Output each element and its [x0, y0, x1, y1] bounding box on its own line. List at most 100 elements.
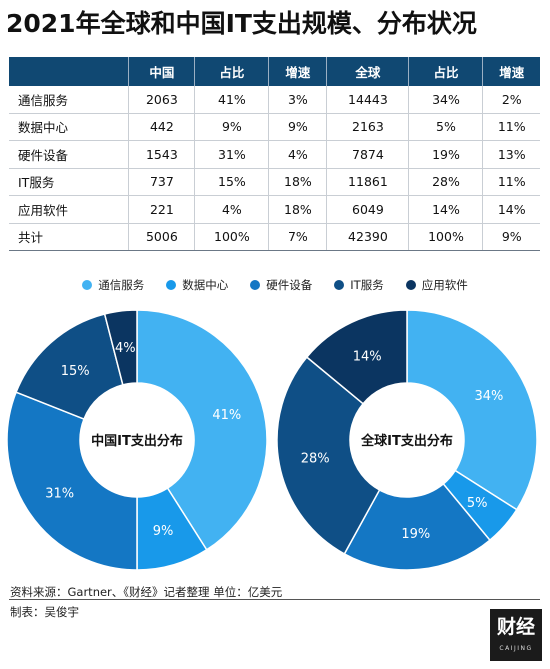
legend-item: 硬件设备 [250, 277, 312, 293]
table-cell: 5006 [128, 223, 195, 251]
table-cell: 11861 [326, 168, 409, 196]
table-cell: 通信服务 [9, 86, 129, 114]
table-cell: 41% [194, 86, 269, 114]
donut-charts: 41% 9% 31% 15% 4% 中国IT支出分布 34% 5% 19% 28% 14% 全球IT… [6, 309, 538, 571]
table-cell: 2163 [326, 113, 409, 141]
table-cell: 100% [194, 223, 269, 251]
legend-swatch [250, 280, 261, 290]
table-cell: 共计 [9, 223, 129, 251]
table-cell: 3% [268, 86, 327, 114]
table-cell: 9% [194, 113, 269, 141]
legend-swatch [166, 280, 177, 290]
slice-label: 34% [474, 389, 503, 404]
legend-swatch [334, 280, 345, 290]
slice-label: 9% [153, 524, 174, 539]
table-cell: 6049 [326, 195, 409, 224]
caijing-logo: 财经 CAIJING [490, 609, 542, 661]
table-cell: 13% [482, 140, 540, 169]
slice-label: 14% [353, 349, 382, 364]
table-row: 数据中心 442 9% 9% 2163 5% 11% [9, 113, 540, 141]
slice-label: 4% [115, 341, 136, 356]
china-donut-chart: 41% 9% 31% 15% 4% 中国IT支出分布 [6, 309, 268, 571]
legend-item: 数据中心 [166, 277, 228, 293]
legend-label: 通信服务 [98, 278, 145, 292]
global-donut-chart: 34% 5% 19% 28% 14% 全球IT支出分布 [276, 309, 538, 571]
table-cell: 14% [482, 195, 540, 224]
table-cell: 18% [268, 195, 327, 224]
donut-slice [6, 391, 138, 571]
slice-label: 15% [61, 364, 90, 379]
table-cell: 31% [194, 140, 269, 169]
table-header-cell: 占比 [408, 57, 483, 86]
table-cell: 100% [408, 223, 483, 251]
table-cell: IT服务 [9, 168, 129, 196]
table-header-cell: 全球 [326, 57, 409, 86]
slice-label: 5% [467, 496, 488, 511]
logo-wordmark: 财经 [496, 616, 535, 638]
donut-center-title: 中国IT支出分布 [91, 433, 183, 449]
table-cell: 11% [482, 168, 540, 196]
table-cell: 221 [128, 195, 195, 224]
legend-item: 应用软件 [405, 277, 468, 293]
table-cell: 5% [408, 113, 483, 141]
donut-slice [406, 309, 538, 511]
table-cell: 11% [482, 113, 540, 141]
legend-label: 应用软件 [421, 278, 468, 292]
table-header-cell: 增速 [482, 57, 540, 86]
table-cell: 9% [268, 113, 327, 141]
legend-item: 通信服务 [82, 277, 144, 293]
slice-label: 28% [301, 452, 330, 467]
table-cell: 2% [482, 86, 540, 114]
table-cell: 9% [482, 223, 540, 251]
donut-slice [103, 309, 138, 386]
table-cell: 42390 [326, 223, 409, 251]
table-cell: 15% [194, 168, 269, 196]
source-note: 资料来源：Gartner、《财经》记者整理 单位：亿美元 [10, 585, 283, 599]
table-header-cell: 占比 [194, 57, 269, 86]
it-spending-table: 中国 占比 增速 全球 占比 增速 通信服务 2063 41% 3% 14443… [9, 57, 540, 251]
slice-label: 41% [212, 408, 241, 423]
table-cell: 硬件设备 [9, 140, 129, 169]
table-header-cell: 增速 [268, 57, 327, 86]
legend-item: IT服务 [334, 277, 384, 293]
donut-slice [276, 356, 381, 555]
table-row: 通信服务 2063 41% 3% 14443 34% 2% [9, 86, 540, 114]
footer-divider [9, 599, 540, 600]
table-cell: 19% [408, 140, 483, 169]
legend-label: 硬件设备 [266, 278, 313, 292]
legend-swatch [405, 280, 416, 290]
legend-label: 数据中心 [182, 278, 229, 292]
table-cell: 34% [408, 86, 483, 114]
legend-swatch [82, 280, 93, 290]
table-cell: 14% [408, 195, 483, 224]
table-header-cell: 中国 [128, 57, 195, 86]
donut-slice [305, 309, 408, 405]
table-cell: 7% [268, 223, 327, 251]
table-cell: 7874 [326, 140, 409, 169]
chart-title: 2021年全球和中国IT支出规模、分布状况 [6, 9, 477, 38]
table-cell: 4% [268, 140, 327, 169]
author-note: 制表：吴俊宇 [10, 605, 79, 619]
table-row: 应用软件 221 4% 18% 6049 14% 14% [9, 195, 540, 224]
table-cell: 18% [268, 168, 327, 196]
table-cell: 28% [408, 168, 483, 196]
chart-legend: 通信服务 数据中心 硬件设备 IT服务 应用软件 [0, 277, 550, 293]
donut-slice [343, 482, 491, 571]
logo-subtitle: CAIJING [499, 645, 533, 652]
table-header-cell [9, 57, 129, 86]
table-cell: 1543 [128, 140, 195, 169]
table-cell: 数据中心 [9, 113, 129, 141]
table-row: 硬件设备 1543 31% 4% 7874 19% 13% [9, 140, 540, 169]
slice-label: 31% [45, 487, 74, 502]
table-row: IT服务 737 15% 18% 11861 28% 11% [9, 168, 540, 196]
slice-label: 19% [401, 527, 430, 542]
table-header-row: 中国 占比 增速 全球 占比 增速 [9, 57, 540, 86]
table-cell: 442 [128, 113, 195, 141]
donut-center-title: 全球IT支出分布 [360, 433, 453, 449]
table-total-row: 共计 5006 100% 7% 42390 100% 9% [9, 223, 540, 251]
table-cell: 14443 [326, 86, 409, 114]
table-cell: 737 [128, 168, 195, 196]
table-cell: 2063 [128, 86, 195, 114]
table-cell: 4% [194, 195, 269, 224]
legend-label: IT服务 [350, 278, 384, 292]
